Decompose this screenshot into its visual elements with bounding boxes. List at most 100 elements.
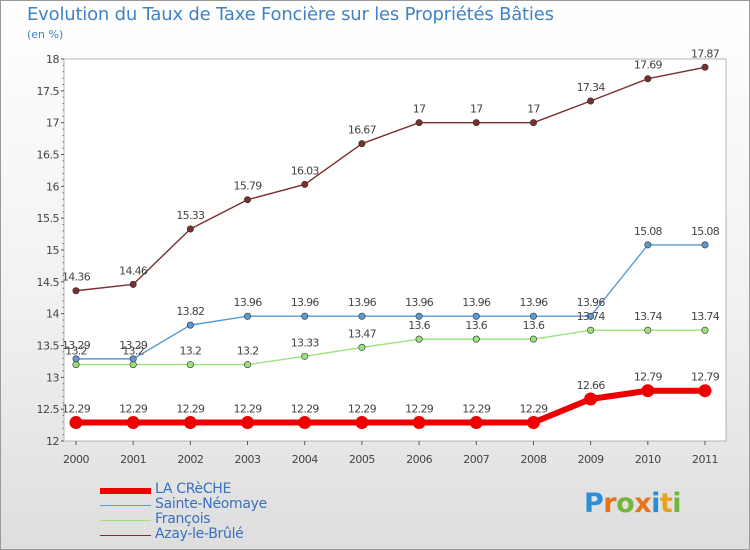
data-label: 16.03 xyxy=(291,164,320,177)
data-point xyxy=(69,416,83,430)
data-label: 13.96 xyxy=(519,296,548,309)
chart-title: Evolution du Taux de Taxe Foncière sur l… xyxy=(27,4,554,25)
data-point xyxy=(241,416,255,430)
logo-letter: i xyxy=(672,488,682,519)
logo-letter: x xyxy=(634,488,652,519)
legend-swatch-francois xyxy=(100,520,151,521)
y-tick-label: 15.5 xyxy=(37,212,60,225)
data-label: 13.2 xyxy=(122,345,144,358)
data-point xyxy=(415,335,423,343)
data-label: 13.6 xyxy=(523,319,545,332)
x-tick-label: 2000 xyxy=(63,453,89,466)
legend-swatch-azay-le-brule xyxy=(100,535,151,536)
data-label: 17 xyxy=(527,103,540,116)
y-tick-label: 16.5 xyxy=(37,149,60,162)
data-point xyxy=(701,326,709,334)
data-point xyxy=(472,335,480,343)
y-tick-label: 17 xyxy=(46,117,59,130)
data-point xyxy=(526,416,540,430)
data-point xyxy=(698,384,712,398)
data-label: 13.96 xyxy=(234,296,263,309)
data-point xyxy=(472,312,480,320)
data-label: 16.67 xyxy=(348,124,377,137)
data-point xyxy=(584,392,598,406)
data-label: 13.6 xyxy=(408,319,430,332)
data-label: 13.96 xyxy=(348,296,377,309)
data-point xyxy=(72,355,80,363)
legend-swatch-sainte-neomaye xyxy=(100,505,151,506)
data-point xyxy=(644,326,652,334)
data-label: 15.08 xyxy=(691,225,720,238)
legend-label-francois: François xyxy=(155,511,211,527)
data-point xyxy=(355,416,369,430)
data-point xyxy=(183,416,197,430)
data-point xyxy=(186,321,194,329)
data-label: 12.29 xyxy=(119,403,148,416)
logo-letter: P xyxy=(584,488,604,519)
series-line-3 xyxy=(75,66,706,292)
logo-letter: r xyxy=(603,488,617,519)
data-label: 12.29 xyxy=(405,403,434,416)
data-label: 15.79 xyxy=(234,180,263,193)
data-point xyxy=(415,119,423,127)
data-label: 13.96 xyxy=(462,296,491,309)
data-label: 12.79 xyxy=(634,371,663,384)
data-point xyxy=(587,326,595,334)
x-tick-label: 2006 xyxy=(406,453,432,466)
data-label: 12.29 xyxy=(291,403,320,416)
data-point xyxy=(129,280,137,288)
y-tick-label: 18 xyxy=(46,53,59,66)
data-label: 15.33 xyxy=(176,209,205,222)
data-label: 12.29 xyxy=(519,403,548,416)
data-point xyxy=(701,63,709,71)
data-label: 13.96 xyxy=(577,296,606,309)
data-point xyxy=(529,312,537,320)
data-label: 17.69 xyxy=(634,59,663,72)
data-label: 12.29 xyxy=(462,403,491,416)
series-line-1 xyxy=(76,244,705,360)
data-label: 13.74 xyxy=(691,310,720,323)
data-label: 14.36 xyxy=(62,271,91,284)
y-tick-label: 15 xyxy=(46,244,59,257)
data-label: 13.29 xyxy=(62,339,91,352)
data-point xyxy=(298,416,312,430)
data-point xyxy=(301,312,309,320)
data-label: 17.87 xyxy=(691,47,720,60)
y-tick-label: 12 xyxy=(46,435,59,448)
data-point xyxy=(126,416,140,430)
data-label: 13.96 xyxy=(291,296,320,309)
legend-swatch-la-creche xyxy=(100,488,151,494)
data-label: 13.29 xyxy=(119,339,148,352)
legend-label-sainte-neomaye: Sainte-Néomaye xyxy=(155,496,267,512)
y-tick-label: 12.5 xyxy=(37,403,60,416)
plot-area xyxy=(63,58,727,442)
y-tick-label: 16 xyxy=(46,180,59,193)
x-tick-label: 2011 xyxy=(692,453,718,466)
data-label: 12.29 xyxy=(62,403,91,416)
data-point xyxy=(415,312,423,320)
data-point xyxy=(244,361,252,369)
data-point xyxy=(469,416,483,430)
proxiti-logo: Proxiti xyxy=(584,488,682,519)
data-point xyxy=(72,287,80,295)
logo-letter: i xyxy=(651,488,660,519)
data-label: 12.29 xyxy=(176,403,205,416)
data-point xyxy=(587,312,595,320)
y-tick-label: 14 xyxy=(46,308,59,321)
data-label: 17 xyxy=(470,103,483,116)
data-label: 13.96 xyxy=(405,296,434,309)
y-tick-label: 13.5 xyxy=(37,340,60,353)
x-tick-label: 2005 xyxy=(349,453,375,466)
x-tick-label: 2001 xyxy=(120,453,146,466)
data-point xyxy=(644,75,652,83)
data-point xyxy=(129,355,137,363)
data-label: 13.74 xyxy=(634,310,663,323)
data-label: 12.29 xyxy=(234,403,263,416)
logo-letter: o xyxy=(616,488,635,519)
y-tick-label: 14.5 xyxy=(37,276,60,289)
data-point xyxy=(244,196,252,204)
data-point xyxy=(529,335,537,343)
data-point xyxy=(186,225,194,233)
data-label: 13.2 xyxy=(237,345,259,358)
data-point xyxy=(644,241,652,249)
